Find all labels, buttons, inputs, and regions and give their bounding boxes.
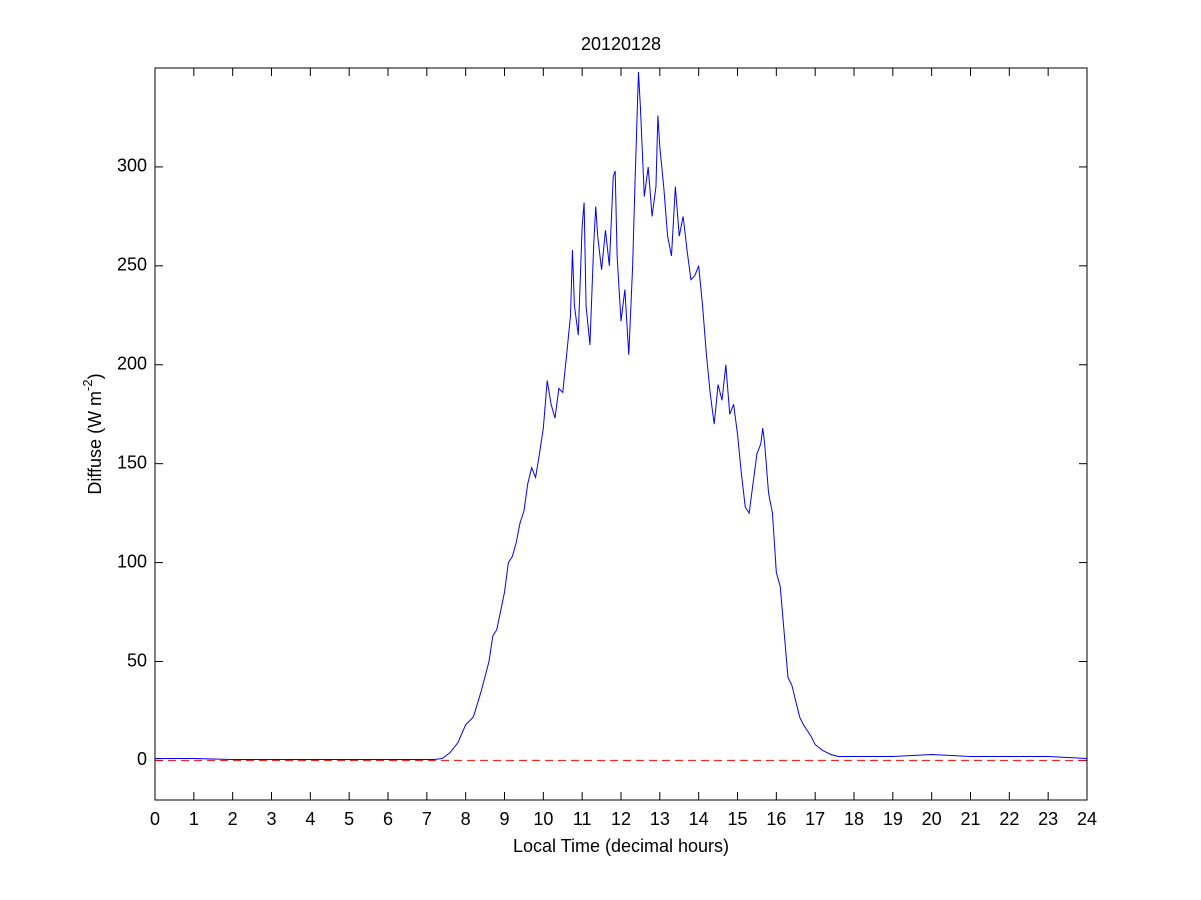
x-tick-label: 6	[383, 809, 393, 829]
x-tick-label: 21	[960, 809, 980, 829]
plot-area	[155, 68, 1087, 800]
plot-frame	[154, 67, 1088, 801]
y-label-superscript: -2	[80, 379, 95, 391]
y-tick-label: 200	[117, 354, 147, 374]
x-tick-label: 11	[573, 809, 592, 829]
x-tick-label: 14	[689, 809, 709, 829]
x-tick-label: 19	[883, 809, 903, 829]
x-axis-label: Local Time (decimal hours)	[513, 836, 729, 856]
y-tick-label: 300	[117, 156, 147, 176]
x-tick-label: 23	[1038, 809, 1058, 829]
y-label-text: Diffuse (W m	[85, 391, 105, 495]
x-tick-label: 24	[1077, 809, 1097, 829]
x-tick-label: 12	[611, 809, 631, 829]
x-tick-label: 0	[150, 809, 160, 829]
y-tick-label: 250	[117, 255, 147, 275]
x-tick-label: 17	[805, 809, 825, 829]
y-tick-label: 50	[127, 650, 147, 670]
x-tick-label: 4	[305, 809, 315, 829]
chart-title: 20120128	[581, 34, 661, 54]
x-tick-label: 15	[727, 809, 747, 829]
y-tick-label: 100	[117, 551, 147, 571]
x-tick-label: 20	[922, 809, 942, 829]
x-tick-label: 16	[766, 809, 786, 829]
x-tick-label: 9	[499, 809, 509, 829]
data-line	[155, 71, 1088, 760]
y-tick-label: 150	[117, 452, 147, 472]
y-label-suffix: )	[85, 373, 105, 379]
x-tick-label: 3	[266, 809, 276, 829]
x-tick-label: 22	[999, 809, 1019, 829]
x-tick-label: 1	[189, 809, 199, 829]
x-tick-label: 10	[533, 809, 553, 829]
x-tick-label: 13	[650, 809, 670, 829]
y-tick-label: 0	[137, 749, 147, 769]
x-tick-label: 2	[228, 809, 238, 829]
x-tick-label: 18	[844, 809, 864, 829]
y-axis-label: Diffuse (W m-2)	[80, 373, 104, 494]
x-tick-label: 5	[344, 809, 354, 829]
x-tick-label: 7	[422, 809, 432, 829]
x-tick-label: 8	[461, 809, 471, 829]
